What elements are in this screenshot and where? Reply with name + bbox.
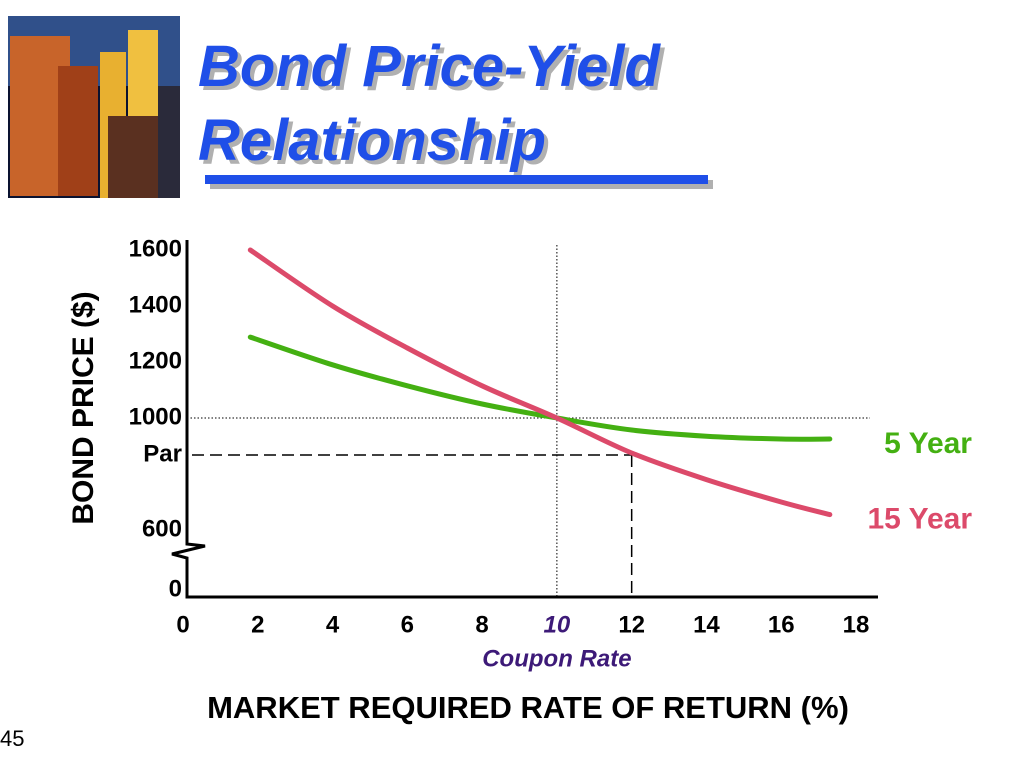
x-tick-label: 0 [176,611,189,638]
page-number: 45 [0,726,25,751]
coupon-label: Coupon Rate [482,645,631,672]
series-line [247,247,833,518]
slide-title: Bond Price-Yield Relationship [198,34,660,173]
x-tick-label: 16 [768,611,795,638]
y-tick-label: 1000 [129,403,182,430]
y-tick-label: 0 [169,575,182,602]
x-tick-label: 18 [843,611,870,638]
x-tick-label: 2 [251,611,264,638]
x-tick-label: 10 [544,611,571,638]
series-line [247,334,833,442]
x-tick-label: 6 [401,611,414,638]
x-tick-label: 4 [326,611,340,638]
x-tick-label: 8 [475,611,488,638]
city-image [8,16,180,198]
legend-label: 15 Year [867,503,972,536]
x-axis-title: MARKET REQUIRED RATE OF RETURN (%) [207,690,849,725]
y-tick-label: Par [143,440,182,467]
y-tick-label: 1400 [129,291,182,318]
y-tick-label: 600 [142,515,182,542]
x-tick-label: 14 [693,611,720,638]
y-tick-label: 1200 [129,347,182,374]
legend-label: 5 Year [884,427,972,460]
title-underline [205,175,708,184]
x-tick-label: 12 [618,611,645,638]
y-axis-title: BOND PRICE ($) [67,291,100,524]
y-tick-label: 1600 [129,235,182,262]
axes [171,240,878,599]
